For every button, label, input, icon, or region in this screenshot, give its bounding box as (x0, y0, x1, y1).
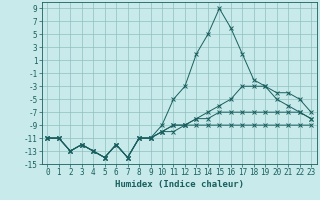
X-axis label: Humidex (Indice chaleur): Humidex (Indice chaleur) (115, 180, 244, 189)
